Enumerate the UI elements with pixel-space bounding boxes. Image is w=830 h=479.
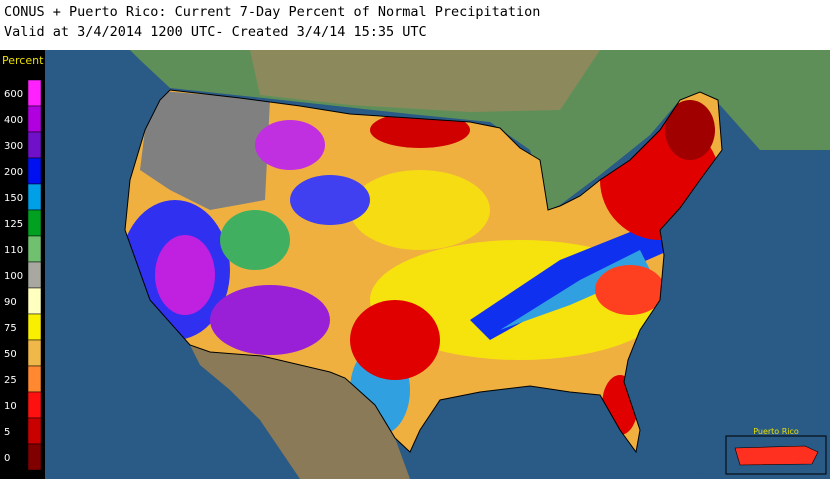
title: CONUS + Puerto Rico: Current 7-Day Perce… bbox=[4, 4, 541, 20]
legend-label: 100 bbox=[4, 271, 23, 282]
legend-swatch bbox=[27, 183, 42, 211]
legend-label: 5 bbox=[4, 427, 10, 438]
patch bbox=[255, 120, 325, 170]
map: Percent 60040030020015012511010090755025… bbox=[0, 50, 830, 479]
puerto-rico bbox=[734, 445, 819, 466]
legend-label: 110 bbox=[4, 245, 23, 256]
legend-swatch bbox=[27, 417, 42, 445]
legend-label: 300 bbox=[4, 141, 23, 152]
legend-title: Percent bbox=[2, 54, 44, 67]
legend-label: 25 bbox=[4, 375, 17, 386]
sea bbox=[580, 420, 720, 479]
patch bbox=[155, 235, 215, 315]
legend-swatch bbox=[27, 79, 42, 107]
patch bbox=[290, 175, 370, 225]
inset-title: Puerto Rico bbox=[753, 427, 799, 436]
legend-swatch bbox=[27, 105, 42, 133]
legend-label: 90 bbox=[4, 297, 17, 308]
legend-label: 125 bbox=[4, 219, 23, 230]
legend-swatch bbox=[27, 261, 42, 289]
legend-label: 400 bbox=[4, 115, 23, 126]
canada-north bbox=[250, 50, 600, 112]
patch bbox=[470, 220, 670, 340]
legend-label: 75 bbox=[4, 323, 17, 334]
mexico bbox=[190, 345, 410, 479]
patch bbox=[370, 112, 470, 148]
legend-label: 150 bbox=[4, 193, 23, 204]
legend-label: 10 bbox=[4, 401, 17, 412]
patch bbox=[350, 300, 440, 380]
us-border bbox=[124, 89, 723, 454]
legend-swatch bbox=[27, 391, 42, 419]
subtitle: Valid at 3/4/2014 1200 UTC- Created 3/4/… bbox=[4, 24, 427, 40]
patch bbox=[665, 100, 715, 160]
patch bbox=[350, 170, 490, 250]
legend-swatch bbox=[27, 131, 42, 159]
legend-label: 0 bbox=[4, 453, 10, 464]
legend-swatch bbox=[27, 235, 42, 263]
legend-label: 50 bbox=[4, 349, 17, 360]
legend-swatch bbox=[27, 209, 42, 237]
patch bbox=[595, 265, 665, 315]
legend-swatch bbox=[27, 313, 42, 341]
legend-swatch bbox=[27, 287, 42, 315]
patch bbox=[220, 210, 290, 270]
legend-swatch bbox=[27, 365, 42, 393]
legend-swatch bbox=[27, 339, 42, 367]
legend-label: 200 bbox=[4, 167, 23, 178]
legend-label: 600 bbox=[4, 89, 23, 100]
patch bbox=[210, 285, 330, 355]
legend-swatch bbox=[27, 157, 42, 185]
legend-swatch bbox=[27, 443, 42, 471]
no-data bbox=[140, 90, 270, 210]
